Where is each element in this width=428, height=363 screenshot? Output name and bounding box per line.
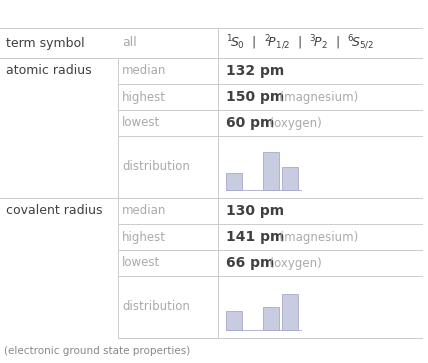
Text: all: all: [122, 37, 137, 49]
Text: 66 pm: 66 pm: [226, 256, 274, 270]
Text: distribution: distribution: [122, 301, 190, 314]
Text: 132 pm: 132 pm: [226, 64, 284, 78]
Bar: [282, 294, 298, 330]
Text: (electronic ground state properties): (electronic ground state properties): [4, 346, 190, 356]
Text: median: median: [122, 204, 166, 217]
Bar: [282, 167, 298, 190]
Text: highest: highest: [122, 90, 166, 103]
Bar: [264, 152, 279, 190]
Text: highest: highest: [122, 231, 166, 244]
Bar: [264, 307, 279, 330]
Text: (magnesium): (magnesium): [272, 90, 358, 103]
Bar: [226, 173, 242, 190]
Text: 141 pm: 141 pm: [226, 230, 284, 244]
Text: lowest: lowest: [122, 257, 160, 269]
Text: 60 pm: 60 pm: [226, 116, 274, 130]
Text: atomic radius: atomic radius: [6, 65, 92, 77]
Bar: [226, 311, 242, 330]
Text: (magnesium): (magnesium): [272, 231, 358, 244]
Text: 150 pm: 150 pm: [226, 90, 284, 104]
Text: median: median: [122, 65, 166, 77]
Text: (oxygen): (oxygen): [262, 117, 322, 130]
Text: lowest: lowest: [122, 117, 160, 130]
Text: covalent radius: covalent radius: [6, 204, 102, 217]
Text: $^1\!S_0$  |  $^2\!P_{1/2}$  |  $^3\!P_2$  |  $^6\!S_{5/2}$: $^1\!S_0$ | $^2\!P_{1/2}$ | $^3\!P_2$ | …: [226, 34, 374, 52]
Text: (oxygen): (oxygen): [262, 257, 322, 269]
Text: term symbol: term symbol: [6, 37, 85, 49]
Text: 130 pm: 130 pm: [226, 204, 284, 218]
Text: distribution: distribution: [122, 160, 190, 174]
